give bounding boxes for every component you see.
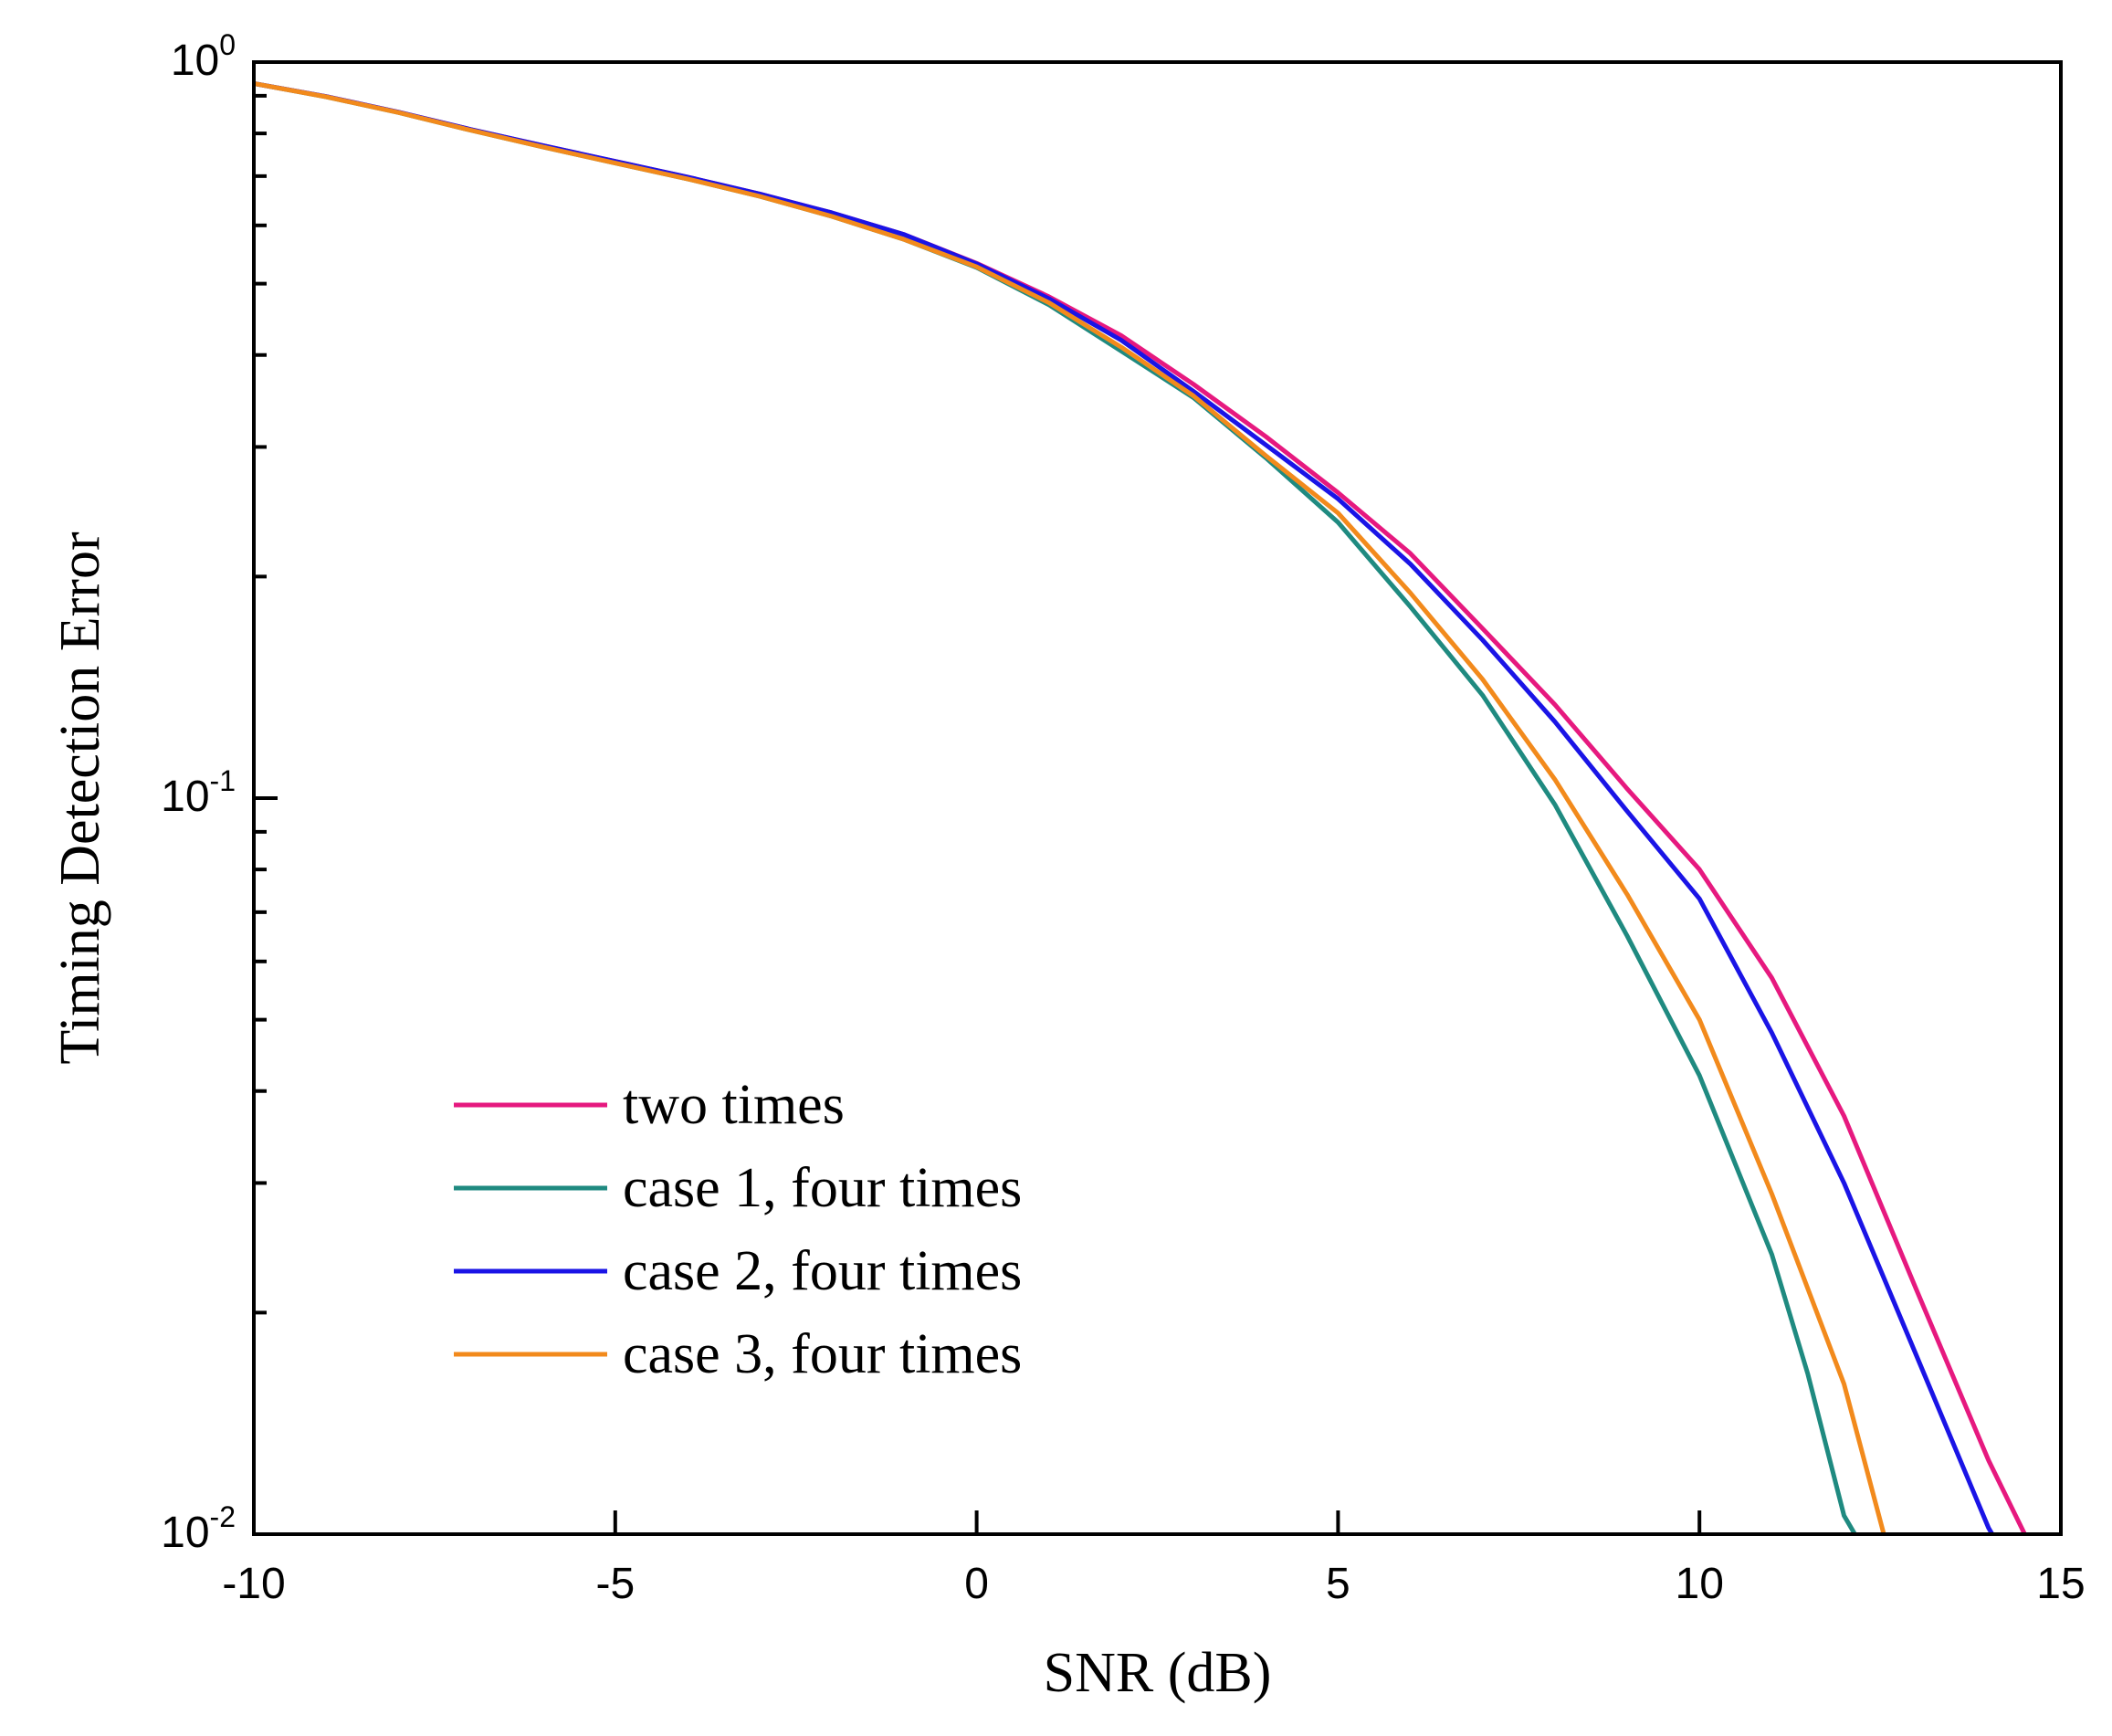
axis-tick-labels: -10 -5 0 5 10 15 100 10-1 10-2 (161, 28, 2086, 1608)
series-line-4 (254, 81, 1886, 1534)
x-tick-label: -5 (595, 1560, 635, 1608)
x-tick-label: -10 (222, 1560, 285, 1608)
legend: two times case 1, four times case 2, four … (454, 1074, 1022, 1385)
y-tick-label: 10-1 (161, 764, 236, 821)
series-layer (254, 81, 2027, 1534)
axis-ticks (252, 60, 2063, 1536)
x-axis-title: SNR (dB) (1044, 1642, 1272, 1704)
x-tick-label: 10 (1676, 1560, 1724, 1608)
y-tick-label: 100 (171, 28, 236, 85)
legend-label-1: two times (623, 1074, 845, 1136)
x-tick-label: 0 (964, 1560, 989, 1608)
legend-label-2: case 1, four times (623, 1157, 1022, 1219)
legend-label-4: case 3, four times (623, 1323, 1022, 1385)
y-tick-label: 10-2 (161, 1500, 236, 1557)
legend-label-3: case 2, four times (623, 1240, 1022, 1302)
x-tick-label: 15 (2036, 1560, 2085, 1608)
x-tick-label: 5 (1326, 1560, 1350, 1608)
y-axis-title: Timing Detection Error (49, 531, 111, 1065)
